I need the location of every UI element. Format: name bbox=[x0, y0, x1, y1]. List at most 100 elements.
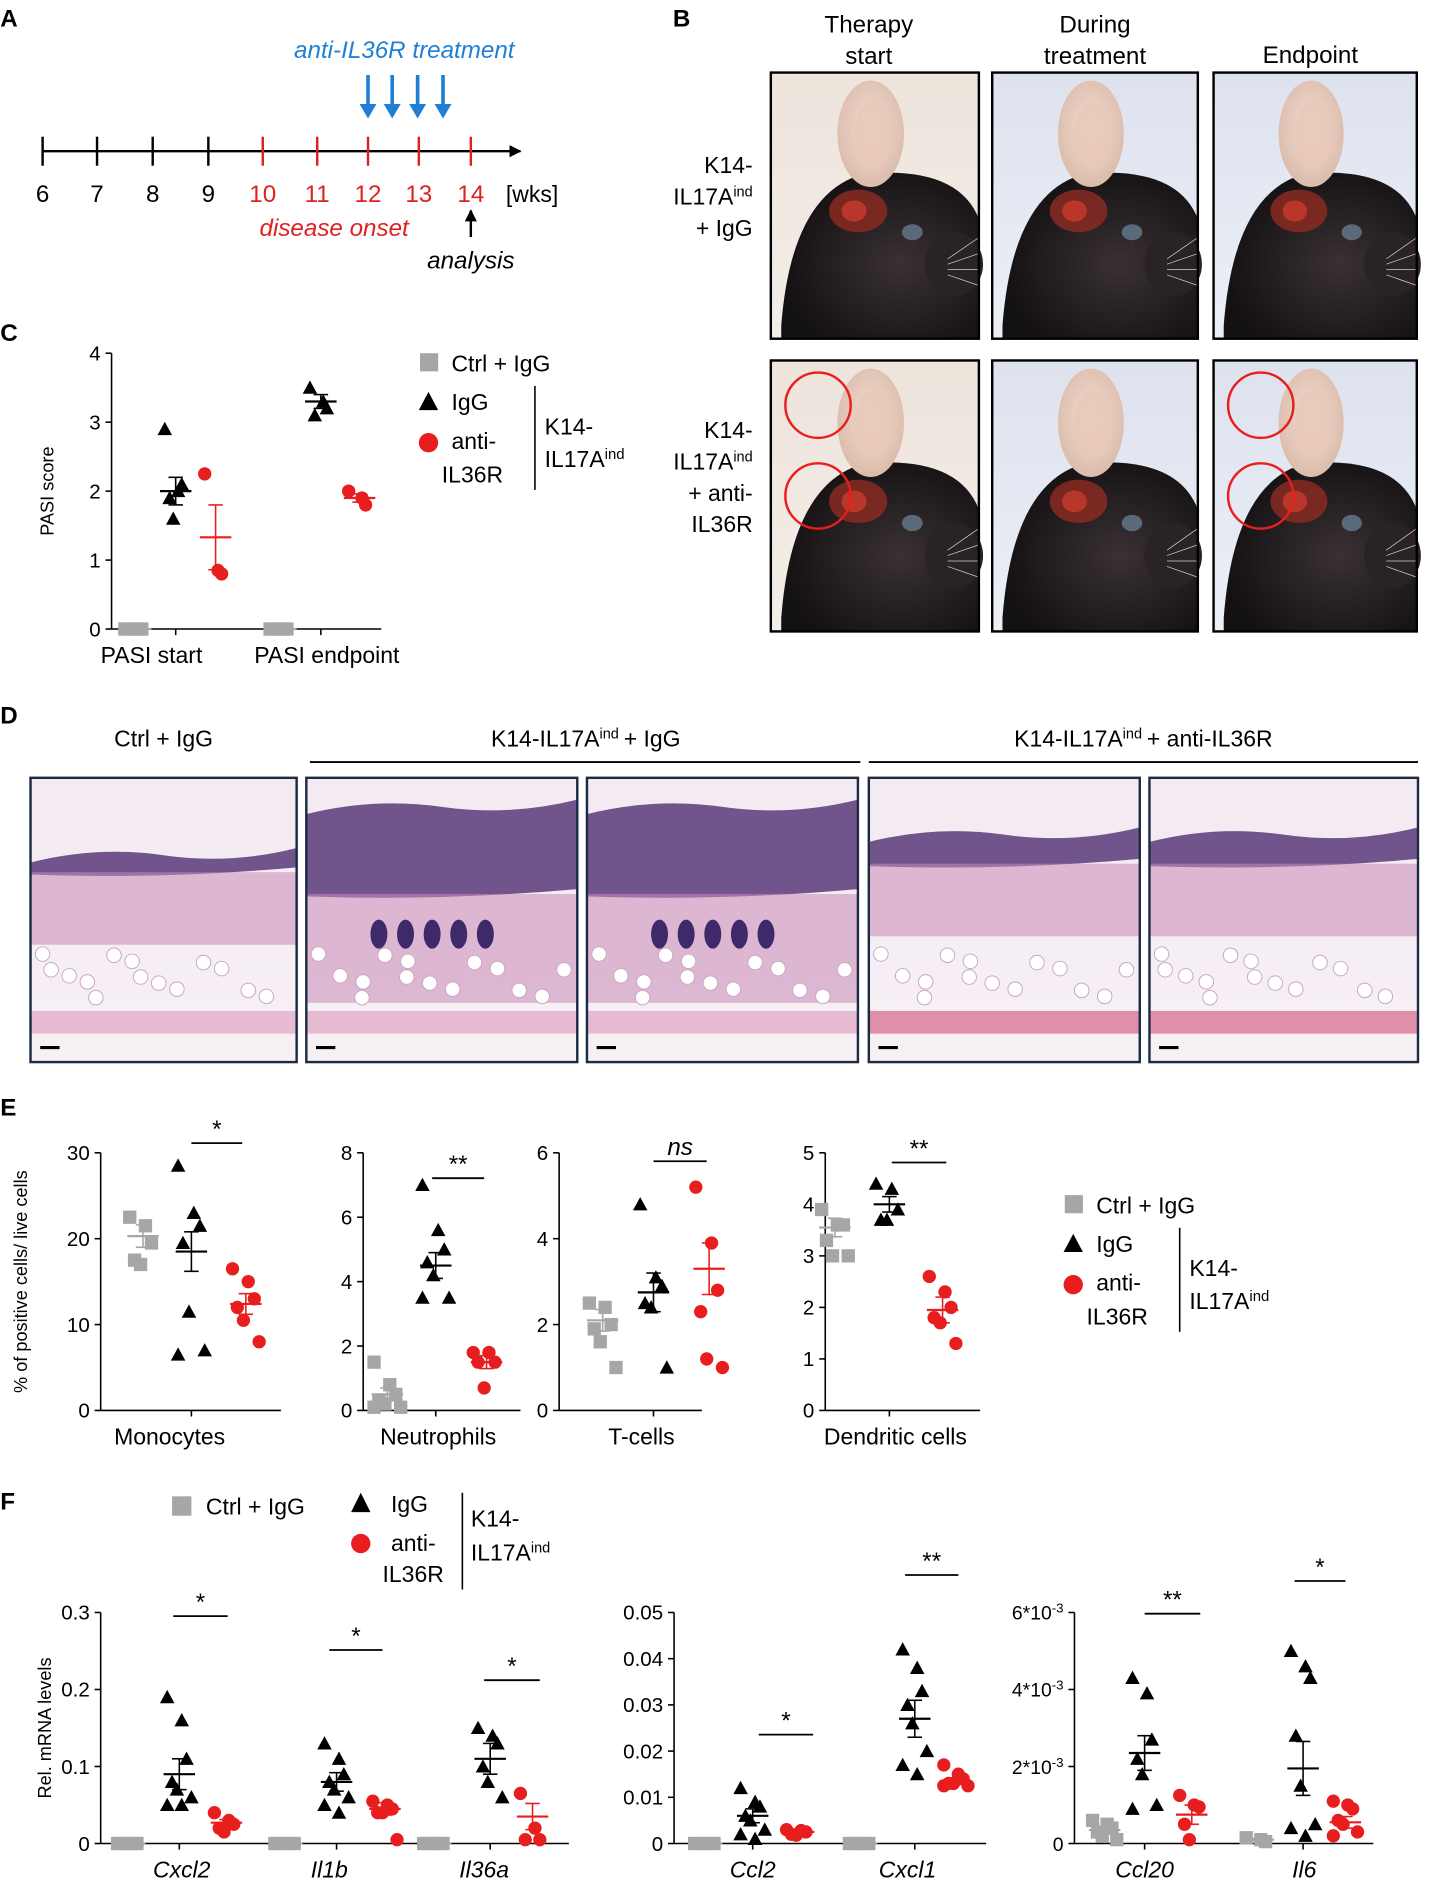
mrna-plot-1: 0 0.1 0.2 0.3 * * * Cxcl2 Il1b Il36a Rel. mRNA lev… bbox=[35, 1589, 569, 1882]
fat-cell bbox=[398, 969, 415, 985]
category-label: Dendritic cells bbox=[824, 1423, 967, 1449]
y-tick-label: 0.03 bbox=[623, 1694, 663, 1717]
row2-label-line4: IL36R bbox=[691, 511, 752, 537]
mouse-snout bbox=[1144, 232, 1202, 297]
fat-cell bbox=[355, 974, 371, 990]
data-point-igg bbox=[1130, 1751, 1145, 1765]
gland bbox=[757, 919, 775, 949]
y-tick-label: 0 bbox=[89, 618, 100, 641]
chart-c-pasi: 0 1 2 3 4 PASI start PASI endpoint PASI score bbox=[38, 342, 401, 667]
weeks-unit: [wks] bbox=[506, 181, 558, 207]
mouse-eye bbox=[901, 514, 923, 532]
data-point-anti bbox=[227, 1817, 241, 1831]
data-point-ctrl bbox=[582, 1296, 597, 1310]
photo-column-header: During bbox=[1059, 12, 1130, 39]
highlight-circle bbox=[784, 371, 852, 440]
data-point-anti bbox=[207, 1806, 222, 1820]
data-point-anti bbox=[198, 467, 212, 481]
data-point-anti bbox=[961, 1779, 975, 1793]
highlight-circle bbox=[1226, 462, 1295, 530]
data-point-ctrl bbox=[593, 1335, 607, 1349]
data-point-ctrl bbox=[814, 1202, 829, 1217]
y-tick-label: 4 bbox=[89, 342, 100, 365]
data-point-igg bbox=[480, 1774, 496, 1788]
data-point-ctrl bbox=[144, 1236, 159, 1250]
histology-image bbox=[867, 776, 1141, 1064]
data-point-igg bbox=[659, 1360, 675, 1374]
data-point-ctrl bbox=[123, 1210, 137, 1224]
fat-cell bbox=[680, 953, 697, 970]
data-point-anti bbox=[217, 1825, 231, 1839]
photo-frame bbox=[769, 71, 981, 340]
fat-cell bbox=[88, 989, 104, 1006]
data-point-anti bbox=[528, 1821, 542, 1835]
data-point-igg bbox=[336, 1766, 352, 1781]
muscle-layer bbox=[586, 1010, 858, 1034]
fat-cell bbox=[195, 954, 212, 971]
data-point-igg bbox=[317, 1736, 332, 1750]
row1-label-line3: + IgG bbox=[696, 215, 753, 241]
data-point-anti bbox=[214, 567, 229, 581]
fat-cell bbox=[61, 968, 77, 984]
data-point-igg bbox=[415, 1177, 430, 1192]
data-point-anti bbox=[1350, 1825, 1365, 1839]
week-label: 8 bbox=[146, 181, 159, 208]
highlight-circle bbox=[784, 462, 852, 530]
whisker bbox=[947, 566, 980, 578]
fat-cell bbox=[770, 960, 786, 977]
fat-cell bbox=[124, 953, 140, 970]
data-point-igg bbox=[197, 1343, 212, 1357]
cell-plot-Monocytes: 0 10 20 30 * Monocytes % of positive cells/ li… bbox=[11, 1116, 281, 1449]
mouse-eye bbox=[1341, 514, 1362, 532]
data-point-igg bbox=[174, 1713, 189, 1727]
legend-swatch-anti bbox=[351, 1533, 371, 1554]
data-point-igg bbox=[1288, 1728, 1304, 1742]
whisker bbox=[1166, 544, 1198, 556]
fat-cell bbox=[1332, 960, 1349, 977]
dermis bbox=[1149, 863, 1418, 937]
photo-frame bbox=[769, 359, 981, 633]
data-point-anti bbox=[715, 1360, 730, 1375]
fat-cell bbox=[1052, 960, 1068, 977]
data-point-anti bbox=[689, 1180, 703, 1194]
y-tick-label: 2 bbox=[341, 1335, 352, 1358]
data-point-igg bbox=[181, 1304, 197, 1318]
skin-lesion-core bbox=[1062, 200, 1087, 222]
gland bbox=[730, 919, 748, 949]
data-point-igg bbox=[184, 1790, 199, 1804]
y-tick-label: 5 bbox=[803, 1142, 814, 1165]
data-point-igg bbox=[174, 476, 189, 491]
data-point-igg bbox=[341, 1790, 356, 1804]
data-point-igg bbox=[495, 1790, 510, 1804]
data-point-igg bbox=[757, 1822, 773, 1836]
mouse-photo bbox=[1212, 359, 1421, 633]
y-tick-label: 6*10-3 bbox=[1012, 1600, 1064, 1625]
data-point-anti bbox=[518, 1833, 532, 1847]
legend-label-igg: IgG bbox=[451, 389, 488, 415]
fat-cell bbox=[132, 969, 149, 985]
fat-cell bbox=[939, 947, 956, 964]
fat-cell bbox=[1222, 947, 1239, 964]
legend-genotype: K14- bbox=[1189, 1255, 1238, 1281]
data-point-anti bbox=[1326, 1829, 1340, 1843]
legend-swatch-ctrl bbox=[420, 353, 439, 372]
data-point-anti bbox=[533, 1833, 547, 1847]
legend-genotype-sup: ind bbox=[531, 1540, 550, 1556]
data-point-anti bbox=[390, 1833, 404, 1847]
fat-cell bbox=[916, 989, 933, 1006]
legend-genotype: IL17Aind bbox=[1189, 1287, 1269, 1314]
category-label: Monocytes bbox=[114, 1423, 225, 1449]
mouse-eye bbox=[1121, 224, 1143, 241]
mouse-eye bbox=[1341, 224, 1362, 241]
legend-swatch-anti bbox=[418, 433, 439, 453]
photo-column-header: treatment bbox=[1044, 43, 1146, 70]
treatment-arrow-head bbox=[383, 104, 401, 119]
treatment-label: anti-IL36R treatment bbox=[294, 37, 516, 64]
data-point-igg bbox=[895, 1642, 910, 1656]
data-point-ctrl bbox=[133, 1257, 148, 1272]
whisker bbox=[947, 274, 980, 286]
data-point-anti bbox=[236, 1313, 251, 1327]
fat-cell bbox=[1357, 982, 1373, 999]
gland bbox=[476, 919, 494, 949]
